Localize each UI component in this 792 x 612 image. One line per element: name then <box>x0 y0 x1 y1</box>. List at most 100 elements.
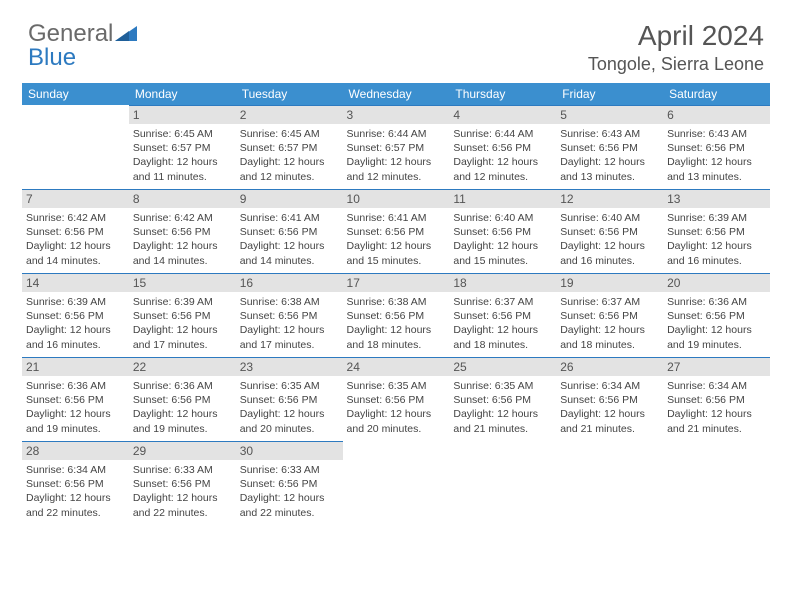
daylight-line: Daylight: 12 hours and 18 minutes. <box>453 323 552 351</box>
title-block: April 2024 Tongole, Sierra Leone <box>588 20 764 75</box>
weekday-header: Saturday <box>663 83 770 105</box>
sunset-line: Sunset: 6:56 PM <box>667 309 766 323</box>
calendar-cell: 3Sunrise: 6:44 AMSunset: 6:57 PMDaylight… <box>343 105 450 189</box>
calendar-cell: 23Sunrise: 6:35 AMSunset: 6:56 PMDayligh… <box>236 357 343 441</box>
sunset-line: Sunset: 6:56 PM <box>560 141 659 155</box>
day-number: 28 <box>22 441 129 460</box>
empty-daynum <box>22 105 129 123</box>
sunrise-line: Sunrise: 6:37 AM <box>560 295 659 309</box>
day-content: Sunrise: 6:33 AMSunset: 6:56 PMDaylight:… <box>236 460 343 524</box>
daylight-line: Daylight: 12 hours and 22 minutes. <box>133 491 232 519</box>
day-number: 17 <box>343 273 450 292</box>
sunset-line: Sunset: 6:57 PM <box>240 141 339 155</box>
calendar-cell: 4Sunrise: 6:44 AMSunset: 6:56 PMDaylight… <box>449 105 556 189</box>
sunrise-line: Sunrise: 6:41 AM <box>347 211 446 225</box>
daylight-line: Daylight: 12 hours and 14 minutes. <box>240 239 339 267</box>
sunset-line: Sunset: 6:57 PM <box>133 141 232 155</box>
logo-word2: Blue <box>28 44 76 71</box>
daylight-line: Daylight: 12 hours and 18 minutes. <box>560 323 659 351</box>
empty-daynum <box>343 441 450 459</box>
daylight-line: Daylight: 12 hours and 21 minutes. <box>667 407 766 435</box>
sunrise-line: Sunrise: 6:43 AM <box>560 127 659 141</box>
calendar-cell: 29Sunrise: 6:33 AMSunset: 6:56 PMDayligh… <box>129 441 236 525</box>
daylight-line: Daylight: 12 hours and 19 minutes. <box>667 323 766 351</box>
calendar-cell: 22Sunrise: 6:36 AMSunset: 6:56 PMDayligh… <box>129 357 236 441</box>
sunset-line: Sunset: 6:56 PM <box>453 225 552 239</box>
sunrise-line: Sunrise: 6:45 AM <box>133 127 232 141</box>
calendar-cell: 26Sunrise: 6:34 AMSunset: 6:56 PMDayligh… <box>556 357 663 441</box>
day-number: 14 <box>22 273 129 292</box>
day-content: Sunrise: 6:42 AMSunset: 6:56 PMDaylight:… <box>22 208 129 272</box>
sunset-line: Sunset: 6:56 PM <box>453 309 552 323</box>
sunrise-line: Sunrise: 6:33 AM <box>240 463 339 477</box>
calendar-cell: 16Sunrise: 6:38 AMSunset: 6:56 PMDayligh… <box>236 273 343 357</box>
sunrise-line: Sunrise: 6:36 AM <box>667 295 766 309</box>
calendar-cell-empty <box>22 105 129 189</box>
sunrise-line: Sunrise: 6:38 AM <box>240 295 339 309</box>
calendar-cell: 17Sunrise: 6:38 AMSunset: 6:56 PMDayligh… <box>343 273 450 357</box>
weekday-header: Wednesday <box>343 83 450 105</box>
day-number: 18 <box>449 273 556 292</box>
sunrise-line: Sunrise: 6:40 AM <box>560 211 659 225</box>
day-content: Sunrise: 6:39 AMSunset: 6:56 PMDaylight:… <box>663 208 770 272</box>
day-content: Sunrise: 6:39 AMSunset: 6:56 PMDaylight:… <box>22 292 129 356</box>
empty-daynum <box>449 441 556 459</box>
day-number: 19 <box>556 273 663 292</box>
sunset-line: Sunset: 6:56 PM <box>347 225 446 239</box>
day-number: 10 <box>343 189 450 208</box>
day-number: 16 <box>236 273 343 292</box>
calendar-cell: 9Sunrise: 6:41 AMSunset: 6:56 PMDaylight… <box>236 189 343 273</box>
day-number: 8 <box>129 189 236 208</box>
day-content: Sunrise: 6:43 AMSunset: 6:56 PMDaylight:… <box>663 124 770 188</box>
calendar-cell: 24Sunrise: 6:35 AMSunset: 6:56 PMDayligh… <box>343 357 450 441</box>
day-number: 26 <box>556 357 663 376</box>
day-number: 2 <box>236 105 343 124</box>
day-number: 5 <box>556 105 663 124</box>
calendar-cell-empty <box>556 441 663 525</box>
daylight-line: Daylight: 12 hours and 19 minutes. <box>133 407 232 435</box>
day-number: 1 <box>129 105 236 124</box>
daylight-line: Daylight: 12 hours and 14 minutes. <box>133 239 232 267</box>
calendar-row: 28Sunrise: 6:34 AMSunset: 6:56 PMDayligh… <box>22 441 770 525</box>
daylight-line: Daylight: 12 hours and 15 minutes. <box>347 239 446 267</box>
daylight-line: Daylight: 12 hours and 14 minutes. <box>26 239 125 267</box>
day-content: Sunrise: 6:36 AMSunset: 6:56 PMDaylight:… <box>663 292 770 356</box>
sunset-line: Sunset: 6:56 PM <box>347 393 446 407</box>
day-content: Sunrise: 6:34 AMSunset: 6:56 PMDaylight:… <box>663 376 770 440</box>
day-number: 15 <box>129 273 236 292</box>
sunrise-line: Sunrise: 6:41 AM <box>240 211 339 225</box>
daylight-line: Daylight: 12 hours and 16 minutes. <box>667 239 766 267</box>
daylight-line: Daylight: 12 hours and 22 minutes. <box>240 491 339 519</box>
sunset-line: Sunset: 6:56 PM <box>560 309 659 323</box>
day-content: Sunrise: 6:40 AMSunset: 6:56 PMDaylight:… <box>449 208 556 272</box>
calendar-cell: 5Sunrise: 6:43 AMSunset: 6:56 PMDaylight… <box>556 105 663 189</box>
calendar-cell: 14Sunrise: 6:39 AMSunset: 6:56 PMDayligh… <box>22 273 129 357</box>
day-content: Sunrise: 6:34 AMSunset: 6:56 PMDaylight:… <box>556 376 663 440</box>
weekday-header-row: SundayMondayTuesdayWednesdayThursdayFrid… <box>22 83 770 105</box>
calendar-cell: 18Sunrise: 6:37 AMSunset: 6:56 PMDayligh… <box>449 273 556 357</box>
logo-triangle-icon <box>115 20 137 48</box>
day-content: Sunrise: 6:38 AMSunset: 6:56 PMDaylight:… <box>236 292 343 356</box>
day-content: Sunrise: 6:36 AMSunset: 6:56 PMDaylight:… <box>129 376 236 440</box>
daylight-line: Daylight: 12 hours and 16 minutes. <box>560 239 659 267</box>
calendar-row: 7Sunrise: 6:42 AMSunset: 6:56 PMDaylight… <box>22 189 770 273</box>
day-number: 6 <box>663 105 770 124</box>
calendar-cell: 20Sunrise: 6:36 AMSunset: 6:56 PMDayligh… <box>663 273 770 357</box>
sunrise-line: Sunrise: 6:35 AM <box>240 379 339 393</box>
calendar-cell: 13Sunrise: 6:39 AMSunset: 6:56 PMDayligh… <box>663 189 770 273</box>
calendar-row: 14Sunrise: 6:39 AMSunset: 6:56 PMDayligh… <box>22 273 770 357</box>
calendar-body: 1Sunrise: 6:45 AMSunset: 6:57 PMDaylight… <box>22 105 770 525</box>
sunrise-line: Sunrise: 6:34 AM <box>667 379 766 393</box>
daylight-line: Daylight: 12 hours and 12 minutes. <box>240 155 339 183</box>
weekday-header: Tuesday <box>236 83 343 105</box>
daylight-line: Daylight: 12 hours and 22 minutes. <box>26 491 125 519</box>
day-content: Sunrise: 6:42 AMSunset: 6:56 PMDaylight:… <box>129 208 236 272</box>
daylight-line: Daylight: 12 hours and 21 minutes. <box>560 407 659 435</box>
calendar-cell: 25Sunrise: 6:35 AMSunset: 6:56 PMDayligh… <box>449 357 556 441</box>
calendar-cell: 15Sunrise: 6:39 AMSunset: 6:56 PMDayligh… <box>129 273 236 357</box>
day-content: Sunrise: 6:36 AMSunset: 6:56 PMDaylight:… <box>22 376 129 440</box>
empty-daynum <box>556 441 663 459</box>
sunrise-line: Sunrise: 6:44 AM <box>453 127 552 141</box>
calendar-cell: 1Sunrise: 6:45 AMSunset: 6:57 PMDaylight… <box>129 105 236 189</box>
logo-word2-wrap: Blue <box>28 44 76 72</box>
